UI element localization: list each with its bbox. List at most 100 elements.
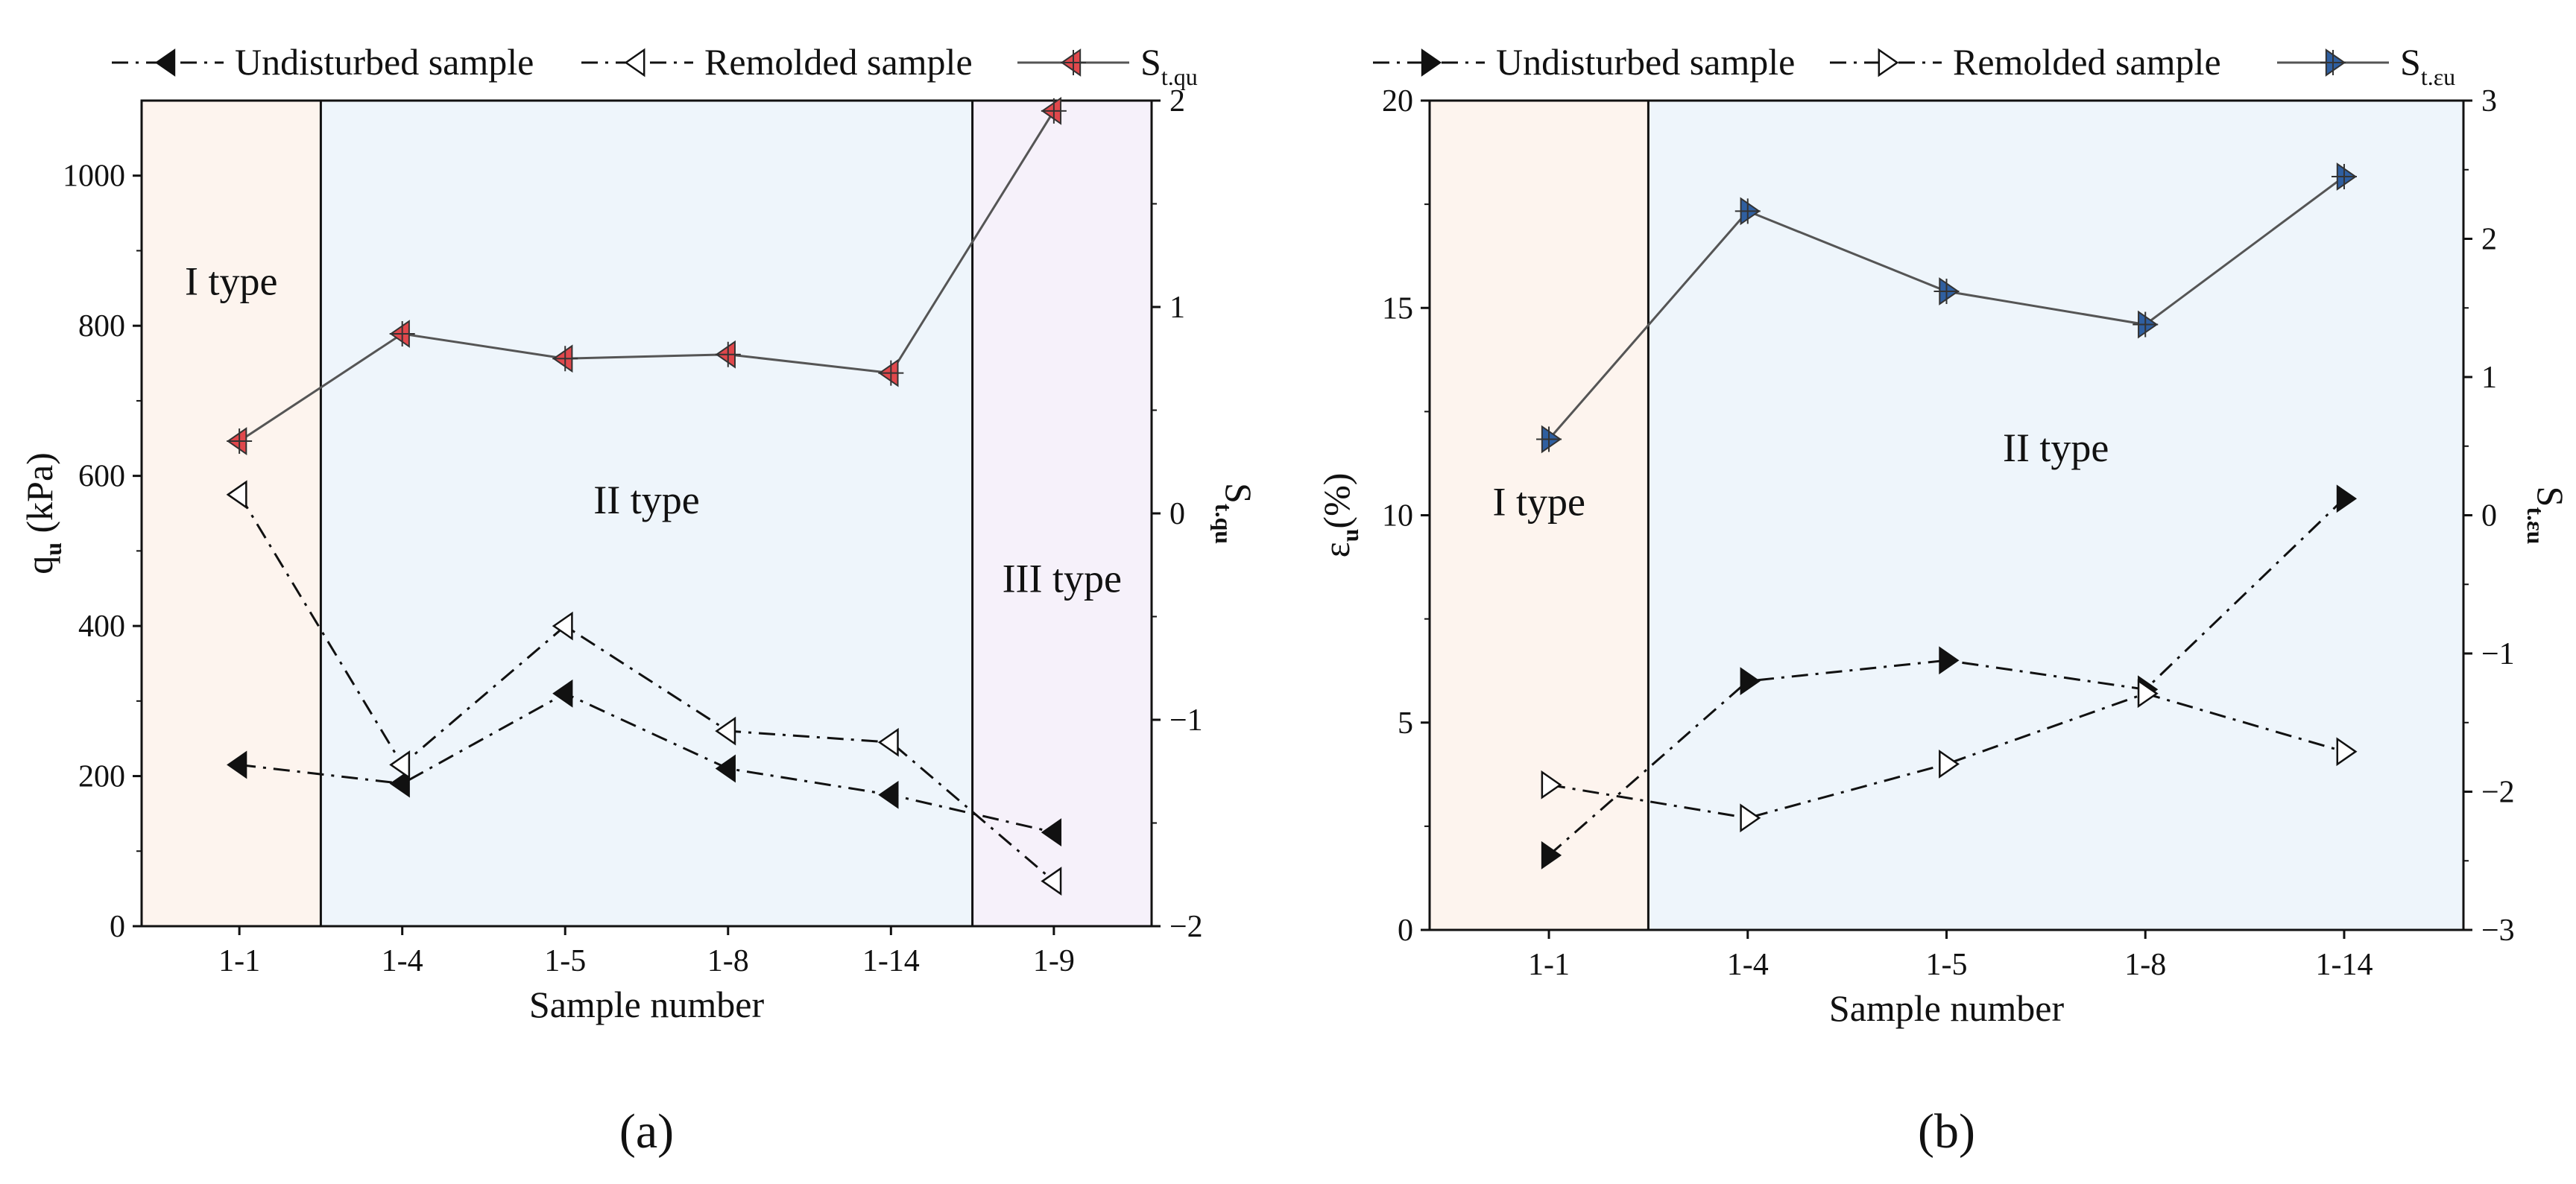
y2-tick-label: 2	[1169, 84, 1185, 118]
series-2-line	[1548, 692, 2345, 820]
region-2-bg	[1648, 101, 2463, 930]
series-3-point	[227, 427, 253, 455]
y-tick-label: 400	[78, 610, 125, 644]
x-axis-label: Sample number	[1829, 987, 2065, 1029]
series-1-point	[389, 769, 410, 798]
y2-tick-label: 3	[2481, 84, 2497, 118]
x-tick-label: 1-5	[1926, 948, 1968, 982]
series-1-line	[239, 692, 1055, 834]
x-tick-label: 1-8	[707, 944, 749, 978]
y2-axis-label: St.εu	[2522, 487, 2572, 545]
chart-a: I type II type III type 0 200 400 600 800 1000 −2…	[19, 41, 1260, 1159]
region-1-bg	[142, 101, 321, 926]
y2-tick-label: −1	[1169, 703, 1203, 738]
y2-tick-label: −2	[1169, 910, 1203, 944]
series-3-point	[1536, 425, 1562, 454]
series-3-point	[1041, 96, 1067, 125]
series-3-point	[878, 358, 904, 387]
x-tick-label: 1-4	[382, 944, 423, 978]
y2-tick-label: 0	[1169, 497, 1185, 531]
x-axis-label: Sample number	[529, 984, 765, 1025]
legend-label: St.εu	[2400, 41, 2455, 90]
series-3-point	[552, 344, 578, 373]
series-3-point	[1933, 277, 1960, 306]
region-1-bg	[1430, 101, 1649, 930]
region-label: I type	[1492, 480, 1585, 525]
legend-marker	[624, 48, 645, 77]
panel-label: (a)	[619, 1104, 674, 1159]
x-tick-label: 1-8	[2124, 948, 2166, 982]
series-1-point	[878, 780, 899, 809]
region-label: II type	[2003, 425, 2109, 470]
legend-label: Undisturbed sample	[235, 41, 534, 83]
series-1-point	[1041, 818, 1062, 847]
series-2-point	[552, 611, 573, 641]
y-tick-label: 0	[1398, 914, 1413, 948]
y-tick-label: 10	[1382, 499, 1413, 534]
y2-tick-label: 1	[2481, 361, 2497, 395]
region-3-bg	[972, 101, 1152, 926]
legend-marker	[1878, 48, 1899, 77]
region-label: III type	[1003, 556, 1122, 601]
region-label: II type	[593, 478, 699, 522]
series-3-point	[1734, 197, 1761, 226]
series-2-point	[1740, 803, 1761, 833]
x-tick-label: 1-4	[1727, 948, 1769, 982]
y2-tick-label: −3	[2481, 914, 2515, 948]
y-tick-label: 1000	[63, 159, 125, 194]
series-2-point	[877, 727, 899, 757]
x-tick-label: 1-14	[862, 944, 920, 978]
legend-marker	[154, 48, 176, 77]
y2-tick-label: 0	[2481, 499, 2497, 534]
series-2-point	[1041, 867, 1062, 896]
y-axis-label: qu (kPa)	[19, 452, 66, 574]
y-tick-label: 600	[78, 460, 125, 494]
series-1-point	[1541, 840, 1562, 870]
region-label: I type	[185, 259, 277, 303]
y2-tick-label: −2	[2481, 776, 2515, 810]
legend-marker	[1421, 48, 1442, 77]
series-1-point	[1740, 667, 1761, 696]
series-2-point	[1541, 770, 1562, 800]
series-2-point	[2137, 679, 2159, 709]
series-1-line	[1548, 498, 2346, 856]
series-2-point	[715, 716, 736, 746]
legend-marker	[1060, 48, 1086, 77]
series-1-point	[715, 754, 736, 783]
y-tick-label: 5	[1398, 706, 1413, 741]
series-2-point	[1939, 750, 1960, 779]
x-tick-label: 1-9	[1033, 944, 1075, 978]
y-axis-label: εu(%)	[1316, 473, 1363, 558]
legend-label: Remolded sample	[704, 41, 973, 83]
series-2-point	[389, 750, 411, 779]
series-1-point	[552, 679, 573, 708]
legend-label: Undisturbed sample	[1496, 41, 1795, 83]
series-3-point	[2133, 310, 2159, 339]
x-tick-label: 1-1	[218, 944, 260, 978]
series-1-point	[1939, 646, 1960, 675]
y-tick-label: 20	[1382, 84, 1413, 118]
series-2-line	[238, 494, 1055, 882]
y-tick-label: 0	[110, 910, 125, 944]
series-3-point	[715, 340, 741, 369]
region-2-bg	[321, 101, 973, 926]
series-2-point	[2336, 737, 2358, 767]
series-2-point	[226, 480, 247, 510]
y-tick-label: 200	[78, 760, 125, 794]
chart-b: I type II type 0 5 10 15 20 −3 −2 −1 0 1 2 3 1-1 1-4 1-5…	[1316, 41, 2572, 1159]
x-tick-label: 1-1	[1528, 948, 1570, 982]
y2-tick-label: 1	[1169, 291, 1185, 325]
y2-tick-label: 2	[2481, 223, 2497, 257]
series-3-line	[239, 110, 1055, 443]
series-1-point	[2336, 484, 2358, 513]
x-tick-label: 1-5	[544, 944, 586, 978]
y2-axis-label: St.qu	[1210, 483, 1260, 544]
legend-label: Remolded sample	[1953, 41, 2221, 83]
panel-label: (b)	[1918, 1104, 1975, 1159]
legend-label: St.qu	[1140, 41, 1198, 90]
x-tick-label: 1-14	[2315, 948, 2373, 982]
series-3-point	[2331, 162, 2358, 191]
legend-marker	[2320, 48, 2346, 77]
y2-tick-label: −1	[2481, 637, 2515, 671]
